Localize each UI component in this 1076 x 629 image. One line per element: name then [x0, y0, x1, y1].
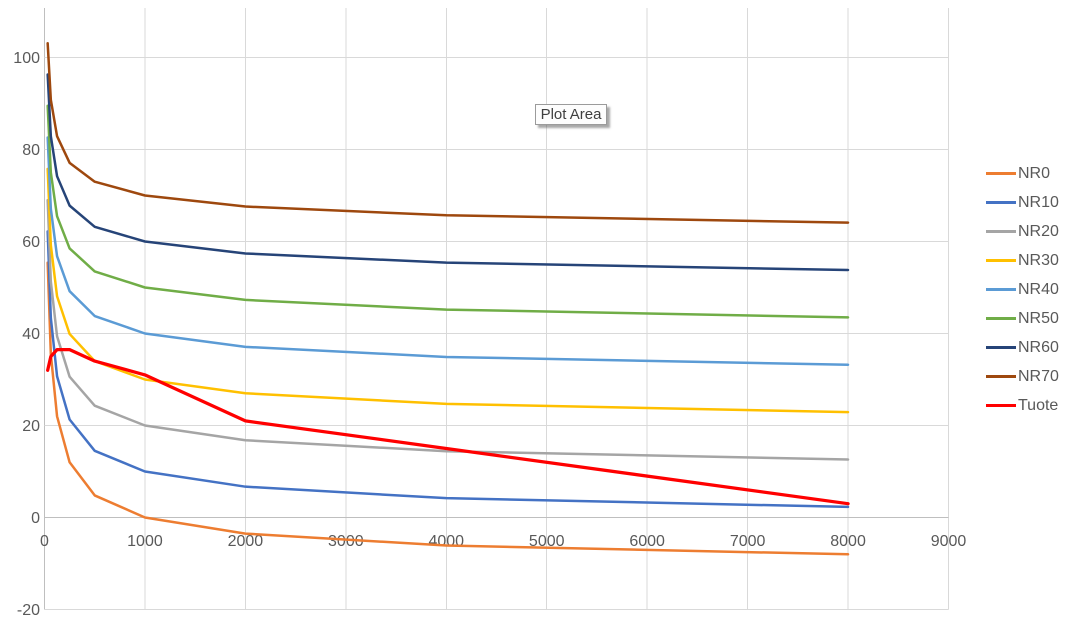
plot-area-tooltip: Plot Area	[535, 104, 607, 125]
legend-label-nr0: NR0	[1018, 164, 1051, 182]
legend-swatch-nr70	[986, 375, 1016, 378]
x-tick-label-6000: 6000	[629, 533, 665, 550]
series-lines	[46, 41, 850, 556]
legend-label-nr10: NR10	[1018, 193, 1059, 211]
x-tick-label-5000: 5000	[529, 533, 565, 550]
legend-item-nr40[interactable]: NR40	[986, 275, 1059, 304]
x-tick-label-0: 0	[40, 533, 49, 550]
x-tick-label-3000: 3000	[328, 533, 364, 550]
x-tick-label-1000: 1000	[127, 533, 163, 550]
legend-label-nr20: NR20	[1018, 222, 1059, 240]
legend-item-nr10[interactable]: NR10	[986, 188, 1059, 217]
series-line-nr0[interactable]	[46, 261, 850, 556]
legend-item-nr20[interactable]: NR20	[986, 217, 1059, 246]
chart-legend[interactable]: NR0 NR10 NR20 NR30 NR40 NR50 NR60 NR70 Tuote	[986, 159, 1059, 420]
legend-swatch-nr10	[986, 201, 1016, 204]
legend-item-nr60[interactable]: NR60	[986, 333, 1059, 362]
legend-swatch-tuote	[986, 404, 1016, 407]
legend-label-nr30: NR30	[1018, 251, 1059, 269]
plot-area-tooltip-text: Plot Area	[540, 106, 602, 123]
y-tick-label-40: 40	[22, 326, 40, 343]
y-tick-label-100: 100	[13, 50, 40, 67]
y-tick-label-80: 80	[22, 142, 40, 159]
legend-swatch-nr50	[986, 317, 1016, 320]
legend-item-nr70[interactable]: NR70	[986, 362, 1059, 391]
legend-label-nr40: NR40	[1018, 280, 1059, 298]
legend-swatch-nr30	[986, 259, 1016, 262]
legend-label-nr60: NR60	[1018, 338, 1059, 356]
series-line-nr20[interactable]	[46, 198, 850, 461]
x-axis-tick-labels: 0100020003000400050006000700080009000	[40, 533, 966, 550]
x-tick-label-8000: 8000	[830, 533, 866, 550]
x-tick-label-7000: 7000	[730, 533, 766, 550]
y-tick-label-20: 20	[22, 418, 40, 435]
series-line-nr10[interactable]	[46, 230, 850, 509]
y-tick-label-60: 60	[22, 234, 40, 251]
legend-item-nr50[interactable]: NR50	[986, 304, 1059, 333]
legend-item-tuote[interactable]: Tuote	[986, 391, 1059, 420]
series-line-tuote[interactable]	[46, 347, 850, 506]
plot-area[interactable]	[45, 8, 949, 610]
y-tick-label-0: 0	[31, 510, 40, 527]
legend-swatch-nr0	[986, 172, 1016, 175]
legend-swatch-nr40	[986, 288, 1016, 291]
legend-label-nr70: NR70	[1018, 367, 1059, 385]
series-line-nr60[interactable]	[46, 73, 850, 272]
y-tick-label--20: -20	[17, 602, 40, 619]
series-line-nr70[interactable]	[46, 41, 850, 224]
series-line-nr50[interactable]	[46, 104, 850, 319]
legend-swatch-nr20	[986, 230, 1016, 233]
legend-label-tuote: Tuote	[1018, 396, 1059, 414]
legend-swatch-nr60	[986, 346, 1016, 349]
series-line-nr40[interactable]	[46, 136, 850, 367]
legend-item-nr0[interactable]: NR0	[986, 159, 1059, 188]
legend-label-nr50: NR50	[1018, 309, 1059, 327]
x-tick-label-9000: 9000	[931, 533, 967, 550]
y-axis-tick-labels: -20 0 20 40 60 80 100	[13, 50, 40, 619]
x-tick-label-2000: 2000	[228, 533, 264, 550]
legend-item-nr30[interactable]: NR30	[986, 246, 1059, 275]
